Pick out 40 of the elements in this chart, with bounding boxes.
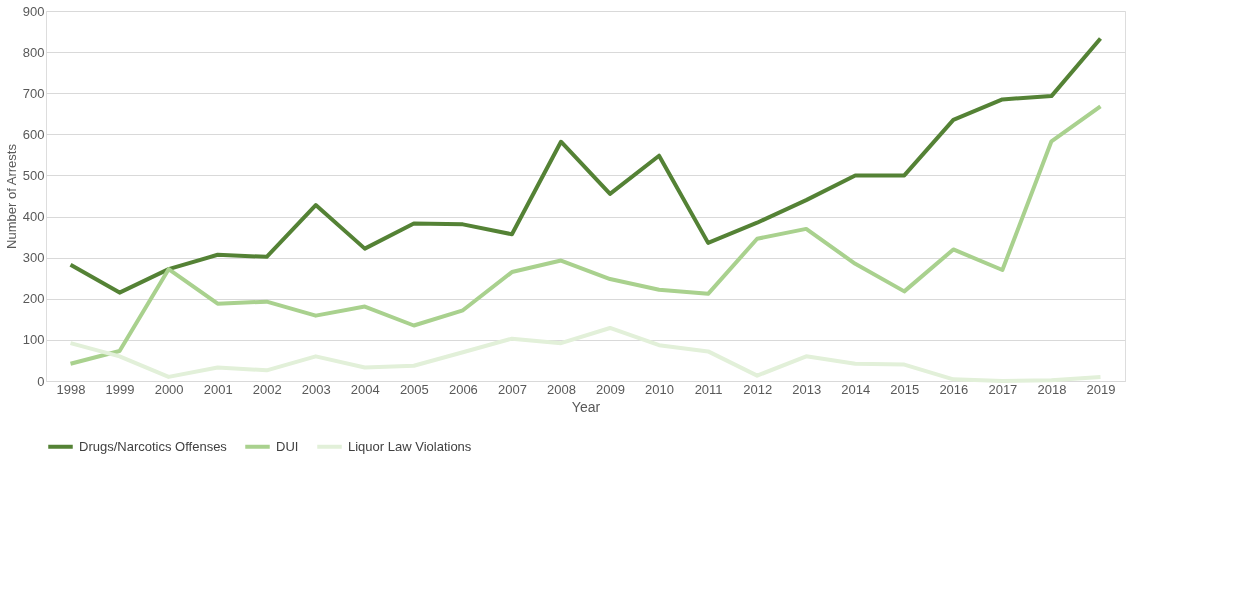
x-tick-label: 2011 — [694, 381, 723, 397]
x-tick-label: 1999 — [105, 381, 135, 397]
x-tick-label: 2013 — [792, 381, 822, 397]
y-tick-label: 800 — [22, 44, 45, 60]
x-tick-label: 2001 — [203, 381, 233, 397]
legend-label: DUI — [276, 438, 299, 454]
y-tick-label: 400 — [22, 209, 45, 225]
line-series — [68, 36, 1103, 295]
y-tick-label: 500 — [22, 167, 45, 183]
line-series — [68, 325, 1103, 383]
y-tick-label: 900 — [22, 3, 45, 19]
line-series — [68, 104, 1103, 366]
x-tick-label: 2017 — [988, 381, 1018, 397]
x-tick-label: 2014 — [841, 381, 871, 397]
x-tick-label: 2016 — [939, 381, 969, 397]
y-tick-label: 200 — [22, 291, 45, 307]
x-tick-label: 2000 — [154, 381, 184, 397]
x-tick-label: 2007 — [497, 381, 527, 397]
y-tick-label: 0 — [37, 373, 45, 389]
x-tick-label: 2005 — [399, 381, 429, 397]
x-tick-label: 2010 — [645, 381, 675, 397]
y-tick-label: 300 — [22, 250, 45, 266]
x-tick-label: 2008 — [547, 381, 576, 397]
legend-label: Liquor Law Violations — [348, 438, 472, 454]
y-axis-title: Number of Arrests — [3, 143, 19, 249]
y-tick-label: 100 — [22, 332, 45, 348]
legend-label: Drugs/Narcotics Offenses — [79, 438, 228, 454]
x-tick-label: 2006 — [448, 381, 478, 397]
x-tick-label: 2009 — [596, 381, 625, 397]
x-tick-label: 2003 — [301, 381, 331, 397]
x-tick-label: 2018 — [1037, 381, 1067, 397]
x-tick-label: 2012 — [743, 381, 773, 397]
y-tick-label: 600 — [22, 126, 45, 142]
x-tick-label: 1998 — [56, 381, 86, 397]
x-tick-label: 2002 — [252, 381, 282, 397]
y-tick-label: 700 — [22, 85, 45, 101]
x-tick-label: 2019 — [1086, 381, 1116, 397]
x-axis-title: Year — [571, 398, 601, 415]
x-tick-label: 2004 — [350, 381, 380, 397]
x-tick-label: 2015 — [890, 381, 920, 397]
